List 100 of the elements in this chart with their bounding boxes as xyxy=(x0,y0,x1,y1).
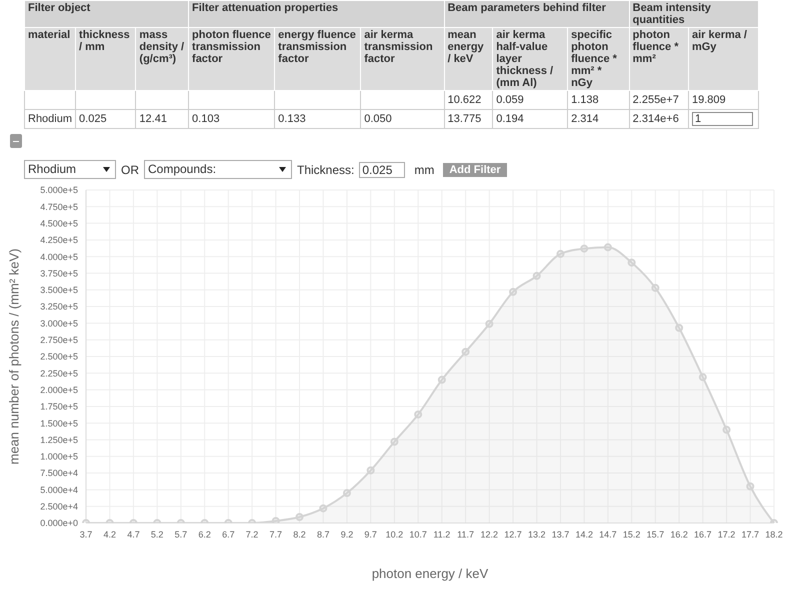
x-tick-label: 6.2 xyxy=(198,529,211,540)
text: OR xyxy=(121,162,139,176)
point xyxy=(722,426,731,434)
point xyxy=(651,284,660,292)
text: 2.314 xyxy=(571,113,599,125)
x-tick-label: 7.7 xyxy=(270,529,282,540)
text: Filter object xyxy=(24,0,189,28)
x-tick-label: 16.7 xyxy=(694,529,712,540)
x-tick-label: 12.7 xyxy=(504,529,522,540)
text: 1 xyxy=(694,113,702,125)
point xyxy=(342,489,351,498)
x-tick-label: 11.7 xyxy=(457,529,474,540)
text: 13.775 xyxy=(448,113,482,125)
point xyxy=(272,517,280,523)
point xyxy=(509,288,518,296)
point xyxy=(580,244,588,253)
point xyxy=(319,504,328,512)
point xyxy=(556,250,564,258)
y-tick-label: 1.500e+5 xyxy=(40,418,78,428)
point xyxy=(698,373,707,382)
y-tick-label: 4.500e+5 xyxy=(40,218,78,228)
y-tick-label: 2.750e+5 xyxy=(40,335,78,346)
y-tick-label: 3.500e+5 xyxy=(40,285,78,296)
category-label: photon fluence transmission factor xyxy=(188,28,275,90)
y-tick-label: 1.750e+5 xyxy=(40,402,78,412)
category-label: material xyxy=(24,28,76,90)
x-tick-label: 15.2 xyxy=(622,529,640,540)
text: 2.255e+7 xyxy=(632,94,679,106)
category-label: energy fluence transmission factor xyxy=(274,28,361,90)
x-tick-label: 15.7 xyxy=(646,529,664,540)
category-label: air kerma half-value layer thickness / (mm Al) xyxy=(492,28,568,90)
point xyxy=(366,466,375,474)
text: mm xyxy=(414,162,434,176)
x-tick-label: 9.2 xyxy=(340,529,354,540)
point xyxy=(746,482,754,490)
text: 0.059 xyxy=(496,94,524,106)
y-tick-label: 1.250e+5 xyxy=(40,434,78,445)
point xyxy=(390,438,398,446)
y-tick-label: 1.000e+5 xyxy=(40,452,78,462)
text: 0.194 xyxy=(496,113,524,125)
point xyxy=(485,320,494,328)
x-axis-title: photon energy / keV xyxy=(372,566,489,581)
x-tick-label: 8.2 xyxy=(293,529,306,540)
category-label: photon fluence * mm² xyxy=(629,28,688,90)
x-tick-label: 10.2 xyxy=(386,529,404,540)
text: 2.314e+6 xyxy=(632,113,679,125)
x-tick-label: 13.7 xyxy=(552,529,570,540)
point xyxy=(604,243,612,252)
y-tick-label: 2.500e+4 xyxy=(40,502,78,512)
x-tick-label: 16.2 xyxy=(670,529,688,540)
x-tick-label: 14.7 xyxy=(599,529,617,540)
y-tick-label: 2.250e+5 xyxy=(40,368,78,378)
x-tick-label: 6.7 xyxy=(222,529,235,540)
text: Rhodium xyxy=(24,160,116,179)
text: Rhodium xyxy=(28,113,72,125)
x-tick-label: 18.2 xyxy=(765,529,783,540)
point xyxy=(438,376,446,384)
y-tick-label: 3.250e+5 xyxy=(40,302,78,312)
y-tick-label: 2.500e+5 xyxy=(40,352,78,362)
y-tick-label: 0.000e+0 xyxy=(40,518,78,528)
x-tick-label: 12.2 xyxy=(480,529,498,540)
y-tick-label: 4.000e+5 xyxy=(40,252,78,262)
text: 19.809 xyxy=(692,94,726,106)
text: 10.622 xyxy=(448,94,482,106)
y-tick-label: 2.000e+5 xyxy=(40,384,78,395)
x-tick-label: 4.7 xyxy=(127,529,140,540)
text: Filter attenuation properties xyxy=(188,0,444,28)
x-tick-label: 13.2 xyxy=(528,529,546,540)
text: 0.133 xyxy=(278,113,306,125)
text: 0.103 xyxy=(192,113,220,125)
x-tick-label: 17.7 xyxy=(742,529,760,540)
x-tick-label: 5.7 xyxy=(174,529,188,540)
text: 1.138 xyxy=(571,94,599,106)
y-tick-label: 4.250e+5 xyxy=(40,235,78,246)
x-tick-label: 3.7 xyxy=(80,529,92,540)
category-label: air kerma / mGy xyxy=(688,28,758,90)
y-tick-label: 3.000e+5 xyxy=(40,318,78,328)
y-tick-label: 4.750e+5 xyxy=(40,202,78,212)
text: Beam parameters behind filter xyxy=(444,0,630,28)
point xyxy=(462,348,470,356)
category-label: thickness / mm xyxy=(76,28,136,90)
text: 0.025 xyxy=(362,162,392,176)
text: 12.41 xyxy=(139,113,167,125)
point xyxy=(628,258,636,267)
y-tick-label: 5.000e+5 xyxy=(40,185,78,196)
category-label: mass density / (g/cm³) xyxy=(136,28,189,90)
x-tick-label: 4.2 xyxy=(103,529,116,540)
text: Compounds: xyxy=(144,160,292,179)
category-label: mean energy / keV xyxy=(444,28,493,90)
x-tick-label: 11.2 xyxy=(433,529,450,540)
text: Thickness: xyxy=(297,162,354,176)
x-tick-label: 14.2 xyxy=(575,529,593,540)
point xyxy=(414,410,422,418)
text: Add Filter xyxy=(443,162,507,176)
x-tick-label: 8.7 xyxy=(316,529,330,540)
point xyxy=(675,324,684,332)
y-tick-label: 3.750e+5 xyxy=(40,268,78,278)
y-tick-label: 5.000e+4 xyxy=(40,484,78,495)
category-label: specific photon fluence * mm² * nGy xyxy=(568,28,630,90)
point xyxy=(532,272,541,280)
